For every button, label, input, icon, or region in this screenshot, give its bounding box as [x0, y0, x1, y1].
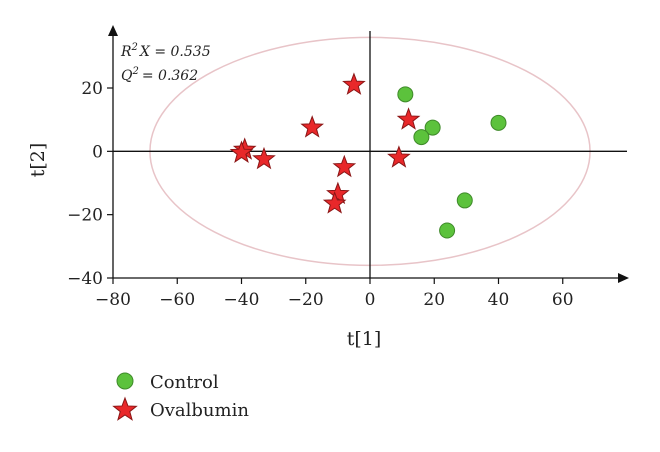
- legend-star-icon: [112, 396, 138, 421]
- ovalbumin-point: [342, 72, 366, 95]
- legend-label-ovalbumin: Ovalbumin: [150, 400, 249, 421]
- x-tick-label: −80: [95, 290, 131, 310]
- x-axis-title: t[1]: [347, 328, 382, 350]
- ovalbumin-point: [252, 146, 276, 170]
- legend-label-control: Control: [150, 372, 219, 393]
- y-tick-label: −20: [67, 206, 103, 226]
- y-tick-label: −40: [67, 269, 103, 289]
- q2-annotation: Q2 = 0.362: [121, 66, 198, 84]
- ovalbumin-point: [332, 154, 357, 178]
- x-tick-label: 40: [488, 290, 510, 310]
- legend-marker-control: [116, 372, 134, 390]
- ovalbumin-point: [322, 191, 347, 214]
- control-point: [413, 129, 430, 146]
- control-point: [456, 192, 473, 209]
- legend: Control Ovalbumin: [112, 372, 249, 421]
- control-point: [439, 222, 456, 239]
- y-axis-arrow: [108, 25, 118, 36]
- control-point: [490, 114, 507, 131]
- x-tick-label: 60: [552, 290, 574, 310]
- x-tick-label: −20: [288, 290, 324, 310]
- ovalbumin-point: [396, 107, 421, 130]
- x-tick-label: 0: [365, 290, 376, 310]
- x-tick-label: −60: [159, 290, 195, 310]
- ovalbumin-point: [229, 140, 254, 163]
- y-tick-label: 20: [81, 79, 103, 99]
- y-tick-label: 0: [92, 142, 103, 162]
- ovalbumin-point: [387, 145, 411, 168]
- control-point: [397, 86, 414, 103]
- x-axis-arrow: [618, 273, 629, 283]
- legend-circle-icon: [116, 372, 134, 390]
- ovalbumin-point: [300, 115, 325, 138]
- ovalbumin-point: [326, 181, 350, 205]
- x-tick-label: −40: [224, 290, 260, 310]
- r2x-annotation: R2 X = 0.535: [120, 42, 211, 60]
- y-axis-title: t[2]: [27, 143, 49, 178]
- x-tick-label: 20: [423, 290, 445, 310]
- control-point: [424, 119, 441, 136]
- legend-marker-ovalbumin: [112, 396, 138, 421]
